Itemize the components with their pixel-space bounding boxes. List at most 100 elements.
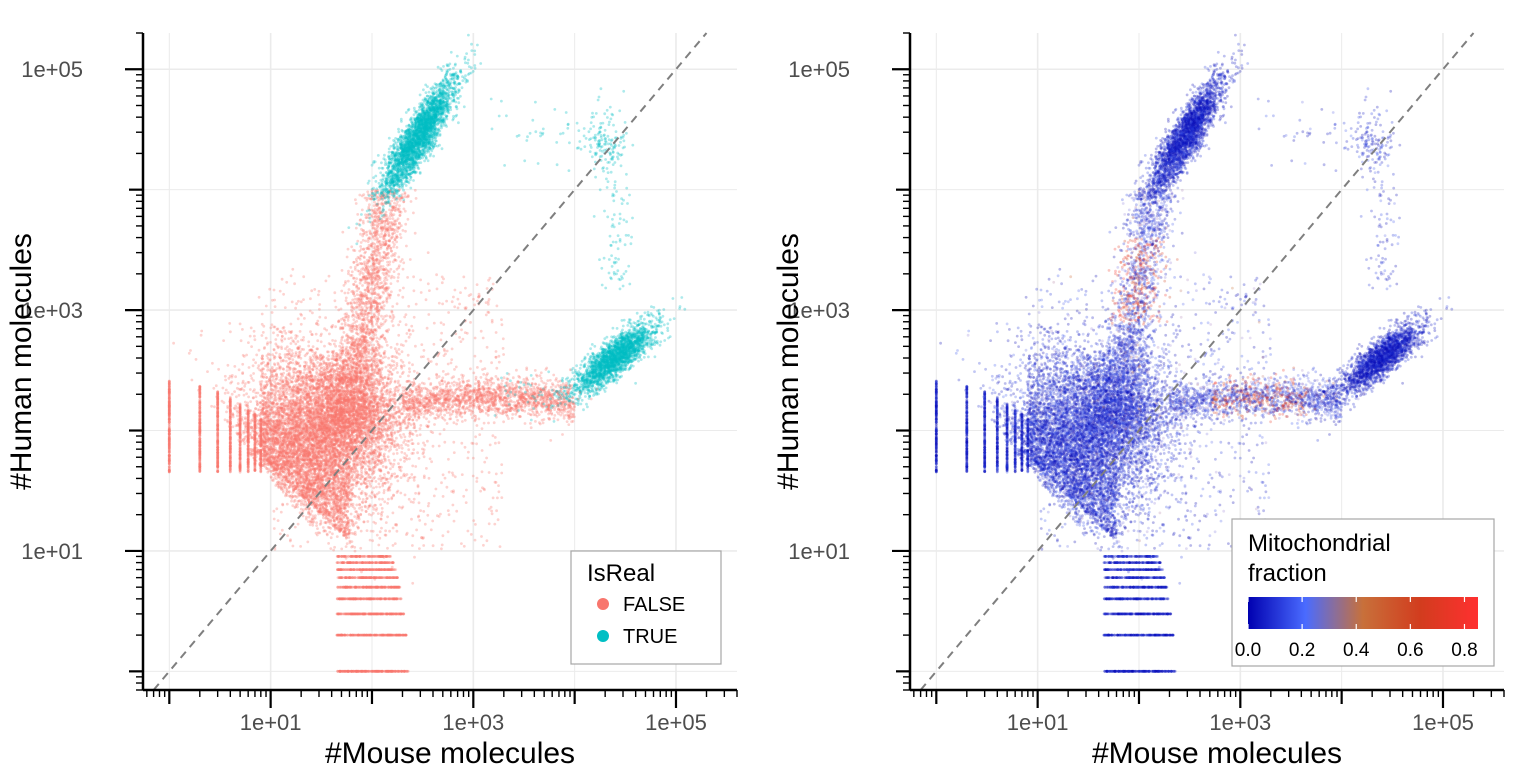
data-point xyxy=(349,634,352,637)
data-point xyxy=(336,670,339,673)
data-point xyxy=(168,403,171,406)
data-point xyxy=(369,634,372,637)
data-point xyxy=(229,430,232,433)
data-point xyxy=(168,451,171,454)
data-point xyxy=(198,400,201,403)
data-point xyxy=(198,417,201,420)
data-point xyxy=(384,613,387,616)
data-point xyxy=(198,386,201,389)
data-point xyxy=(394,613,397,616)
data-point xyxy=(216,458,219,461)
data-point xyxy=(168,424,171,427)
data-point xyxy=(198,431,201,434)
data-point xyxy=(239,465,242,468)
data-point xyxy=(198,467,201,470)
data-point xyxy=(198,464,201,467)
data-point xyxy=(344,634,347,637)
data-point xyxy=(355,670,358,673)
data-point xyxy=(398,634,401,637)
data-point xyxy=(391,613,394,616)
data-point xyxy=(198,411,201,414)
data-point xyxy=(216,470,219,473)
data-point xyxy=(347,670,350,673)
data-point xyxy=(372,613,375,616)
data-point xyxy=(388,613,391,616)
data-point xyxy=(239,453,242,456)
data-point xyxy=(198,470,201,473)
data-point xyxy=(198,439,201,442)
data-point xyxy=(168,443,171,446)
data-point xyxy=(254,469,257,472)
data-point xyxy=(247,418,250,421)
data-point xyxy=(350,670,353,673)
data-point xyxy=(216,421,219,424)
data-point xyxy=(168,392,171,395)
data-point xyxy=(254,463,257,466)
data-point xyxy=(229,407,232,410)
data-point xyxy=(363,634,366,637)
data-point xyxy=(216,415,219,418)
data-point xyxy=(229,445,232,448)
data-point xyxy=(357,613,360,616)
data-point xyxy=(372,670,375,673)
data-point xyxy=(382,634,385,637)
data-point xyxy=(229,397,232,400)
data-point xyxy=(229,451,232,454)
data-point xyxy=(168,462,171,465)
data-point xyxy=(247,464,250,467)
data-point xyxy=(393,670,396,673)
data-point xyxy=(168,380,171,383)
data-point xyxy=(198,414,201,417)
data-point xyxy=(360,634,363,637)
data-point xyxy=(229,456,232,459)
data-point xyxy=(216,435,219,438)
data-point xyxy=(229,468,232,471)
data-point xyxy=(340,670,343,673)
data-point xyxy=(168,470,171,473)
data-point xyxy=(402,613,405,616)
data-point xyxy=(198,461,201,464)
data-point xyxy=(216,428,219,431)
data-point xyxy=(239,406,242,409)
data-point xyxy=(229,403,232,406)
data-point xyxy=(380,670,383,673)
data-point xyxy=(198,450,201,453)
data-point xyxy=(168,416,171,419)
data-point xyxy=(247,444,250,447)
data-point xyxy=(239,457,242,460)
data-point xyxy=(216,402,219,405)
data-point xyxy=(216,441,219,444)
data-point xyxy=(168,432,171,435)
data-point xyxy=(216,464,219,467)
data-point xyxy=(239,427,242,430)
data-point xyxy=(168,396,171,399)
data-point xyxy=(229,460,232,463)
data-point xyxy=(239,471,242,474)
data-point xyxy=(229,434,232,437)
figure: 1e+01 1e+03 1e+051e+011e+031e+05#Mouse mol… xyxy=(0,0,1536,768)
data-point xyxy=(216,410,219,413)
data-point xyxy=(352,613,355,616)
data-point xyxy=(198,421,201,424)
data-point xyxy=(168,441,171,444)
data-point xyxy=(387,670,390,673)
data-point xyxy=(216,446,219,449)
data-point xyxy=(168,459,171,462)
data-point xyxy=(346,613,349,616)
data-point xyxy=(401,670,404,673)
data-point xyxy=(392,634,395,637)
data-point xyxy=(229,440,232,443)
data-point xyxy=(168,454,171,457)
data-point xyxy=(362,670,365,673)
data-point xyxy=(168,436,171,439)
data-point xyxy=(247,470,250,473)
data-point xyxy=(397,613,400,616)
data-point xyxy=(229,414,232,417)
data-point xyxy=(216,451,219,454)
data-point xyxy=(375,613,378,616)
data-point xyxy=(390,670,393,673)
data-point xyxy=(216,455,219,458)
data-point xyxy=(168,388,171,391)
data-point xyxy=(404,670,407,673)
data-point xyxy=(401,634,404,637)
